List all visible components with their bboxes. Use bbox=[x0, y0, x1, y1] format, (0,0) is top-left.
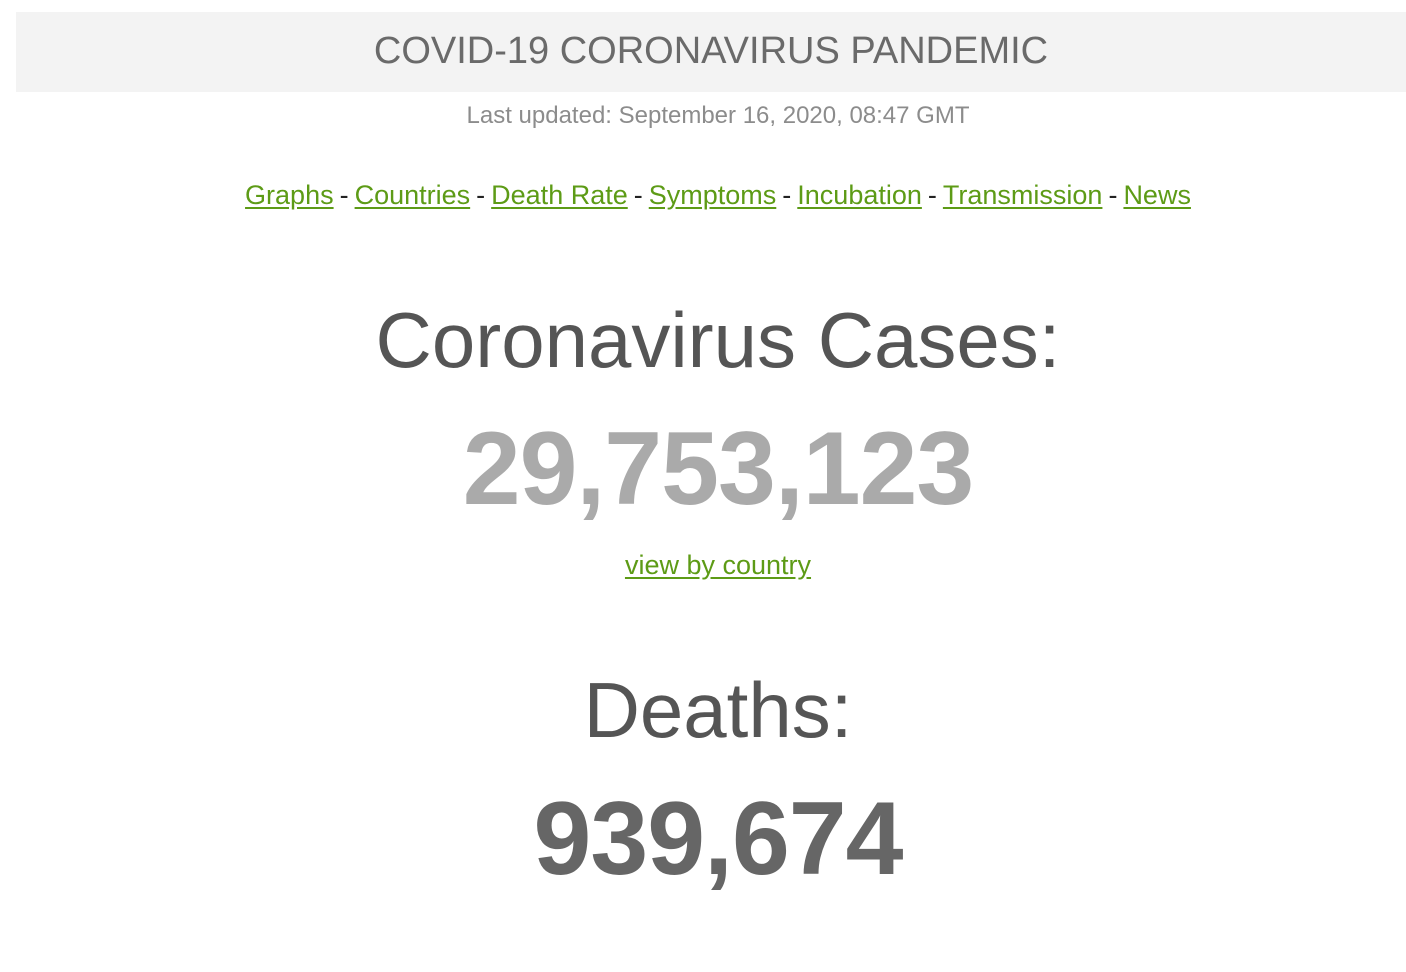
view-by-country-link[interactable]: view by country bbox=[624, 550, 812, 580]
page-title: COVID-19 CORONAVIRUS PANDEMIC bbox=[373, 29, 1049, 72]
nav-separator: - bbox=[927, 180, 937, 210]
nav-separator: - bbox=[633, 180, 643, 210]
nav-link-symptoms[interactable]: Symptoms bbox=[648, 180, 777, 210]
deaths-count: 939,674 bbox=[533, 781, 904, 897]
nav-separator: - bbox=[476, 180, 486, 210]
nav-link-transmission[interactable]: Transmission bbox=[942, 180, 1103, 210]
nav-separator: - bbox=[339, 180, 349, 210]
nav-link-incubation[interactable]: Incubation bbox=[797, 180, 922, 210]
cases-count: 29,753,123 bbox=[462, 411, 975, 527]
view-by-country-container: view by country bbox=[0, 550, 1406, 581]
nav-links: Graphs - Countries - Death Rate - Symptoms - Inc… bbox=[0, 180, 1406, 211]
nav-link-graphs[interactable]: Graphs bbox=[245, 180, 334, 210]
header-banner: COVID-19 CORONAVIRUS PANDEMIC bbox=[16, 12, 1406, 92]
deaths-heading: Deaths: bbox=[583, 666, 853, 754]
nav-link-news[interactable]: News bbox=[1123, 180, 1191, 210]
last-updated-text: Last updated: September 16, 2020, 08:47 … bbox=[466, 102, 970, 129]
nav-link-death-rate[interactable]: Death Rate bbox=[491, 180, 628, 210]
cases-heading: Coronavirus Cases: bbox=[375, 296, 1061, 384]
nav-separator: - bbox=[782, 180, 792, 210]
nav-separator: - bbox=[1108, 180, 1118, 210]
nav-link-countries[interactable]: Countries bbox=[354, 180, 471, 210]
